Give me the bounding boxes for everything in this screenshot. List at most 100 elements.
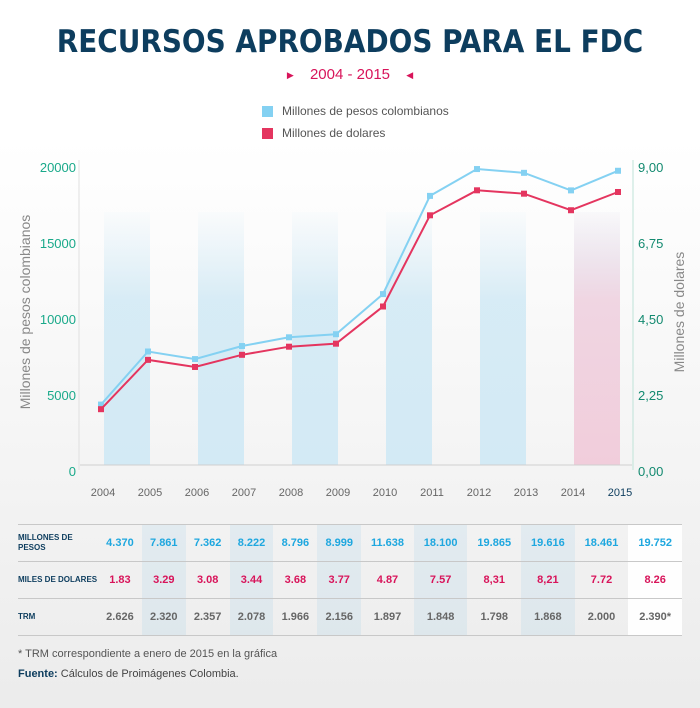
point-dolares-2015	[615, 188, 621, 195]
x-tick-label-2011: 2011	[420, 487, 444, 499]
line-chart: 0 5000 10000 15000 20000 0,00 2,25 4,50 6,75 9,00…	[17, 160, 687, 499]
y-right-axis-title: Millones de dolares	[671, 252, 687, 373]
x-tick-label-2005: 2005	[138, 487, 162, 499]
table-cell: 2.626	[106, 611, 134, 623]
y-right-tick-label: 0,00	[638, 464, 663, 479]
point-dolares-2006	[192, 363, 198, 370]
x-tick-label-2004: 2004	[91, 487, 115, 499]
row-label: TRM	[18, 612, 36, 621]
data-table: MILLONES DE PESOS 4.370 7.861 7.362 8.222 8.7…	[18, 524, 682, 636]
x-tick-label-2007: 2007	[232, 487, 256, 499]
y-right-tick-label: 4,50	[638, 312, 663, 327]
triangle-right-icon: ▶	[286, 69, 294, 80]
table-cell: 19.865	[477, 537, 512, 549]
band-2010	[386, 212, 432, 465]
point-dolares-2014	[568, 207, 574, 214]
point-pesos-2014	[568, 187, 574, 194]
band-2004	[104, 212, 150, 465]
point-dolares-2005	[145, 356, 151, 363]
point-pesos-2007	[239, 343, 245, 350]
point-pesos-2009	[333, 331, 339, 338]
legend-item-dolares: Millones de dolares	[262, 122, 449, 144]
chart-title: RECURSOS APROBADOS PARA EL FDC	[56, 24, 644, 60]
legend-item-pesos: Millones de pesos colombianos	[262, 100, 449, 122]
x-tick-label-2012: 2012	[467, 487, 491, 499]
y-right-tick-label: 9,00	[638, 160, 663, 175]
x-tick-label-2010: 2010	[373, 487, 397, 499]
legend-swatch-pesos	[262, 105, 273, 117]
x-tick-label-2014: 2014	[561, 487, 585, 499]
x-tick-label-2013: 2013	[514, 487, 538, 499]
table-cell: 3.29	[141, 561, 186, 599]
series-line-dolares	[100, 189, 619, 410]
point-dolares-2011	[427, 212, 433, 219]
table-cell: 3.68	[284, 574, 307, 586]
table-cell: 2.078	[229, 598, 274, 636]
legend-label-dolares: Millones de dolares	[282, 126, 386, 140]
subtitle-row: ▶ 2004 - 2015 ◀	[0, 66, 700, 83]
point-pesos-2005	[145, 348, 151, 355]
table-cell: 1.966	[281, 611, 310, 623]
table-cell: 8.222	[229, 524, 274, 562]
table-cell: 1.83	[109, 574, 131, 586]
x-tick-label-2006: 2006	[185, 487, 209, 499]
point-dolares-2013	[521, 190, 527, 197]
band-highlight-2014	[574, 212, 620, 465]
row-label: MILLONES DE PESOS	[18, 533, 73, 552]
table-cell: 7.362	[193, 537, 222, 549]
y-left-tick-label: 15000	[40, 236, 76, 251]
table-cell: 2.390*	[628, 598, 682, 636]
table-cell: 3.77	[317, 561, 362, 599]
x-tick-label-2009: 2009	[326, 487, 350, 499]
point-pesos-2012	[474, 166, 480, 173]
point-dolares-2009	[333, 340, 339, 347]
table-row: MILLONES DE PESOS 4.370 7.861 7.362 8.222 8.7…	[18, 524, 682, 562]
table-cell: 1.848	[413, 598, 468, 636]
point-dolares-2012	[474, 187, 480, 194]
table-cell: 2.000	[587, 611, 616, 623]
point-dolares-2010	[380, 303, 386, 310]
band-2012	[480, 212, 526, 465]
y-left-tick-label: 20000	[40, 160, 76, 175]
band-2008	[292, 212, 338, 465]
table-cell: 8.26	[628, 561, 682, 599]
band-2006	[198, 212, 244, 465]
table-cell: 3.44	[229, 561, 274, 599]
point-dolares-2007	[239, 351, 245, 358]
y-right-tick-label: 2,25	[638, 388, 663, 403]
source-note: Fuente: Cálculos de Proimágenes Colombia…	[18, 668, 239, 680]
y-left-axis-title: Millones de pesos colombianos	[17, 215, 33, 410]
table-cell: 2.320	[141, 598, 186, 636]
table-cell: 8,31	[483, 574, 505, 586]
point-pesos-2013	[521, 169, 527, 176]
point-pesos-2015	[615, 167, 621, 174]
table-cell: 4.87	[376, 574, 399, 586]
table-cell: 8.796	[281, 537, 310, 549]
point-pesos-2004	[98, 401, 104, 408]
point-dolares-2008	[286, 343, 292, 350]
legend-label-pesos: Millones de pesos colombianos	[282, 104, 449, 118]
source-text: Cálculos de Proimágenes Colombia.	[60, 668, 239, 680]
legend: Millones de pesos colombianos Millones d…	[262, 100, 449, 144]
table-cell: 4.370	[106, 537, 134, 549]
x-tick-label-2015: 2015	[608, 487, 632, 499]
point-dolares-2004	[98, 406, 104, 413]
table-cell: 19.616	[521, 524, 575, 562]
table-cell: 1.798	[480, 611, 509, 623]
y-right-tick-label: 6,75	[638, 236, 663, 251]
chart-subtitle: 2004 - 2015	[309, 66, 391, 83]
point-pesos-2011	[427, 192, 433, 199]
table-cell: 3.08	[196, 574, 219, 586]
point-pesos-2010	[380, 291, 386, 298]
row-label: MILES DE DOLARES	[18, 575, 98, 584]
table-cell: 2.357	[193, 611, 222, 623]
table-cell: 18.100	[413, 524, 468, 562]
table-cell: 7.72	[590, 574, 613, 586]
legend-swatch-dolares	[262, 127, 273, 139]
y-left-tick-label: 5000	[47, 388, 76, 403]
triangle-left-icon: ◀	[406, 69, 414, 80]
table-cell: 1.868	[521, 598, 575, 636]
footnote: * TRM correspondiente a enero de 2015 en…	[18, 648, 278, 660]
table-cell: 19.752	[628, 524, 682, 562]
table-cell: 7.861	[141, 524, 186, 562]
